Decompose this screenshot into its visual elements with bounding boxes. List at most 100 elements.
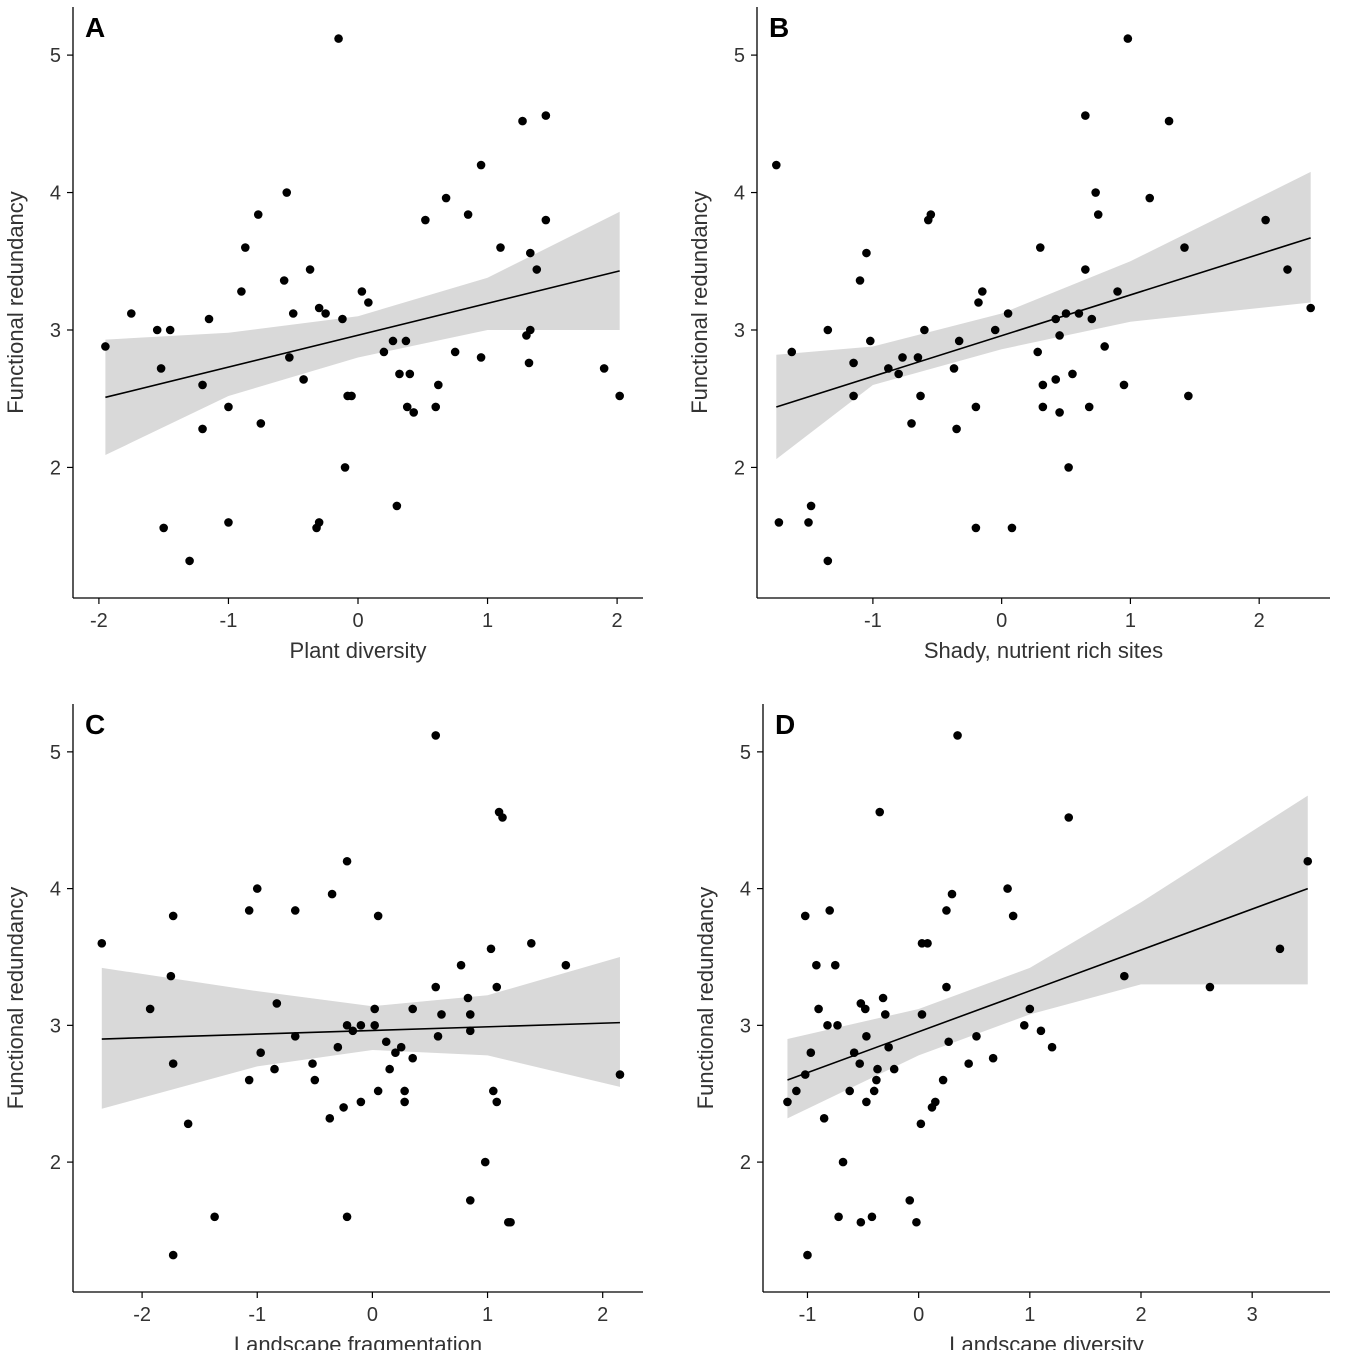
data-point (525, 325, 535, 335)
data-point (437, 1010, 446, 1019)
data-point (463, 993, 473, 1003)
data-point (532, 265, 542, 274)
data-point (561, 960, 571, 970)
data-point (907, 419, 916, 428)
x-axis-title: Shady, nutrient rich sites (924, 638, 1163, 663)
data-point (972, 1031, 981, 1041)
data-point (920, 325, 929, 335)
y-tick-label: 5 (50, 742, 61, 764)
regression-line (787, 887, 1309, 1081)
data-point (185, 556, 194, 566)
data-point (310, 1075, 320, 1085)
data-point (253, 210, 263, 219)
data-point (373, 1086, 383, 1096)
data-point (869, 1086, 879, 1096)
data-point (441, 193, 451, 203)
data-point (541, 111, 551, 120)
y-tick-label: 3 (734, 320, 745, 342)
data-point (152, 325, 162, 335)
x-tick-label: 1 (1125, 610, 1136, 632)
data-point (884, 1042, 893, 1052)
data-point (1051, 375, 1061, 384)
data-point (1303, 856, 1313, 866)
data-point (1003, 884, 1012, 893)
data-point (947, 889, 957, 899)
data-point (884, 364, 893, 373)
data-point (400, 1097, 409, 1107)
data-point (145, 1004, 155, 1014)
data-point (381, 1037, 391, 1047)
x-tick-label: -1 (248, 1304, 266, 1326)
data-point (823, 556, 833, 566)
data-point (830, 960, 840, 970)
data-point (396, 1042, 406, 1052)
data-point (356, 1097, 366, 1107)
y-axis-title: Functional redundancy (687, 191, 712, 414)
data-point (282, 188, 292, 197)
data-point (391, 1048, 400, 1057)
data-point (952, 424, 961, 434)
data-point (856, 1217, 866, 1227)
data-point (849, 358, 858, 368)
data-point (974, 298, 983, 307)
data-point (541, 215, 551, 225)
data-point (1068, 369, 1077, 379)
data-point (198, 424, 207, 434)
data-point (894, 369, 903, 379)
data-point (1164, 116, 1174, 126)
data-point (862, 248, 871, 258)
data-point (889, 1064, 899, 1074)
data-point (256, 419, 266, 428)
y-axis-title: Functional redundancy (693, 887, 718, 1110)
data-point (823, 325, 833, 335)
data-point (405, 369, 415, 379)
data-point (97, 939, 107, 948)
data-point (964, 1059, 973, 1068)
data-point (325, 1114, 335, 1123)
data-point (1081, 111, 1090, 120)
data-point (1038, 380, 1048, 390)
data-point (373, 911, 383, 921)
data-point (1087, 314, 1097, 324)
data-point (812, 960, 821, 970)
x-tick-label: 1 (482, 1304, 493, 1326)
data-point (1184, 391, 1193, 401)
data-point (159, 523, 168, 533)
regression-line (776, 237, 1311, 408)
x-tick-label: 0 (352, 610, 363, 632)
y-tick-label: 2 (740, 1152, 751, 1174)
data-point (456, 960, 466, 970)
data-point (942, 906, 951, 915)
data-point (492, 1097, 502, 1107)
y-axis-title: Functional redundancy (3, 887, 28, 1110)
data-point (1180, 243, 1189, 252)
data-point (1051, 314, 1061, 324)
x-tick-label: 1 (1024, 1304, 1035, 1326)
panel-b: -1 0 1 2 2 3 4 5 Shady, nutrient rich sites Funct… (687, 7, 1330, 663)
data-point (833, 1021, 842, 1030)
data-point (489, 1086, 498, 1096)
data-point (338, 314, 347, 324)
x-tick-label: 0 (367, 1304, 378, 1326)
data-point (1007, 523, 1017, 533)
data-point (409, 408, 419, 417)
data-point (498, 813, 507, 822)
data-point (949, 364, 959, 373)
data-point (849, 391, 858, 401)
x-tick-label: 2 (597, 1304, 608, 1326)
x-tick-label: 1 (482, 610, 493, 632)
data-point (299, 375, 308, 384)
data-point (333, 1042, 343, 1052)
data-point (898, 353, 907, 362)
data-point (395, 369, 404, 379)
data-point (905, 1196, 915, 1205)
data-point (166, 971, 176, 981)
data-point (1145, 193, 1155, 203)
data-point (615, 391, 624, 401)
data-point (334, 34, 343, 43)
data-point (356, 1021, 366, 1030)
data-point (421, 215, 430, 225)
data-point (506, 1217, 515, 1227)
data-point (165, 325, 175, 335)
